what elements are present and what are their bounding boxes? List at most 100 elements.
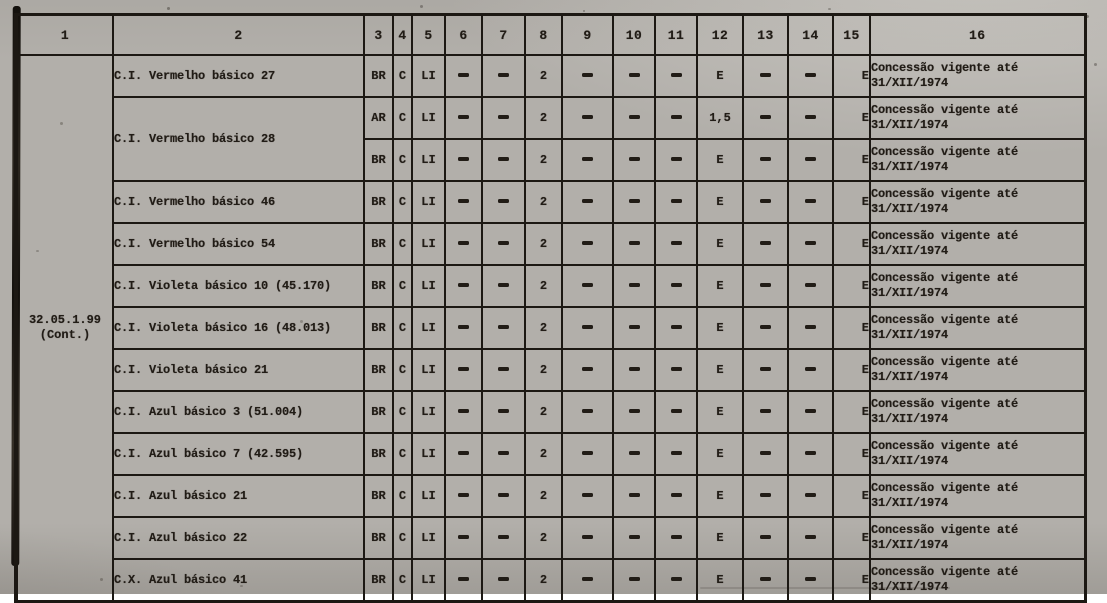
dash-mark bbox=[498, 492, 509, 497]
header-cell: 16 bbox=[869, 13, 1086, 56]
table-row: 32.05.1.99 (Cont.) C.I. Vermelho básico 27… bbox=[15, 54, 1086, 603]
value-cell: E bbox=[832, 432, 871, 476]
value-cell bbox=[561, 222, 614, 266]
value-cell bbox=[742, 432, 789, 476]
note-line-2: 31/XII/1974 bbox=[871, 538, 949, 552]
dash-mark bbox=[670, 576, 682, 581]
note-line-1: Concessão vigente até bbox=[871, 397, 1019, 411]
value-cell: C bbox=[392, 54, 413, 98]
header-cell: 1 bbox=[15, 13, 114, 56]
dash-mark bbox=[628, 198, 640, 203]
dash-mark bbox=[805, 408, 816, 413]
value-cell bbox=[444, 558, 483, 603]
value-cell bbox=[787, 222, 834, 266]
dash-mark bbox=[628, 534, 640, 539]
value-cell: BR bbox=[363, 558, 394, 603]
dash-mark bbox=[760, 324, 771, 329]
value-cell bbox=[481, 390, 526, 434]
value-cell bbox=[481, 264, 526, 308]
scan-speck bbox=[583, 10, 585, 12]
value-cell: C bbox=[392, 138, 413, 182]
dash-mark bbox=[628, 366, 640, 371]
dash-mark bbox=[760, 450, 771, 455]
table-row: C.I. Azul básico 21 BR C LI 2 E E Concessão vig… bbox=[16, 474, 1086, 518]
value-cell: E bbox=[832, 96, 871, 140]
note-line-2: 31/XII/1974 bbox=[871, 286, 949, 300]
substance-name-cell: C.I. Azul básico 3 (51.004) bbox=[112, 390, 365, 434]
value-cell: BR bbox=[363, 264, 394, 308]
note-cell: Concessão vigente até 31/XII/1974 bbox=[869, 54, 1086, 98]
value-cell: E bbox=[696, 306, 744, 350]
value-cell bbox=[654, 516, 698, 560]
dash-mark bbox=[498, 198, 509, 203]
value-cell bbox=[742, 138, 789, 182]
header-cell: 11 bbox=[654, 13, 698, 56]
value-cell: 2 bbox=[524, 180, 563, 224]
dash-mark bbox=[805, 282, 816, 287]
value-cell: BR bbox=[363, 516, 394, 560]
header-row: 1 2 3 4 5 6 7 8 9 10 11 12 13 14 15 16 bbox=[15, 13, 1086, 56]
dash-mark bbox=[582, 282, 593, 287]
value-cell bbox=[787, 390, 834, 434]
note-cell: Concessão vigente até 31/XII/1974 bbox=[869, 348, 1086, 392]
value-cell bbox=[787, 348, 834, 392]
value-cell: LI bbox=[411, 516, 446, 560]
table-row: C.I. Violeta básico 21 BR C LI 2 E E Concessão … bbox=[16, 348, 1086, 392]
value-cell: C bbox=[392, 348, 413, 392]
value-cell bbox=[654, 138, 698, 182]
substance-name-cell: C.X. Azul básico 41 bbox=[112, 558, 365, 603]
dash-mark bbox=[805, 114, 816, 119]
value-cell: LI bbox=[411, 390, 446, 434]
dash-mark bbox=[582, 114, 593, 119]
dash-mark bbox=[805, 492, 816, 497]
value-cell: LI bbox=[411, 54, 446, 98]
value-cell bbox=[742, 222, 789, 266]
dash-mark bbox=[670, 282, 682, 287]
dash-mark bbox=[628, 240, 640, 245]
value-cell: E bbox=[696, 264, 744, 308]
dash-mark bbox=[582, 324, 593, 329]
note-line-2: 31/XII/1974 bbox=[871, 370, 949, 384]
dash-mark bbox=[628, 450, 640, 455]
header-cell: 2 bbox=[112, 13, 365, 56]
dash-mark bbox=[760, 156, 771, 161]
dash-mark bbox=[760, 282, 771, 287]
dash-mark bbox=[458, 156, 469, 161]
value-cell: LI bbox=[411, 96, 446, 140]
table-body: 32.05.1.99 (Cont.) C.I. Vermelho básico 27… bbox=[15, 54, 1086, 603]
value-cell: E bbox=[696, 390, 744, 434]
dash-mark bbox=[670, 450, 682, 455]
dash-mark bbox=[582, 408, 593, 413]
value-cell bbox=[444, 138, 483, 182]
value-cell bbox=[787, 264, 834, 308]
value-cell bbox=[444, 432, 483, 476]
header-cell: 8 bbox=[524, 13, 563, 56]
dash-mark bbox=[628, 282, 640, 287]
dash-mark bbox=[628, 576, 640, 581]
note-cell: Concessão vigente até 31/XII/1974 bbox=[869, 180, 1086, 224]
dash-mark bbox=[458, 72, 469, 77]
value-cell bbox=[742, 264, 789, 308]
value-cell bbox=[444, 96, 483, 140]
value-cell bbox=[481, 348, 526, 392]
value-cell bbox=[654, 348, 698, 392]
dash-mark bbox=[628, 114, 640, 119]
value-cell bbox=[787, 474, 834, 518]
value-cell bbox=[654, 306, 698, 350]
value-cell bbox=[444, 54, 483, 98]
value-cell bbox=[444, 306, 483, 350]
note-cell: Concessão vigente até 31/XII/1974 bbox=[869, 138, 1086, 182]
dash-mark bbox=[458, 240, 469, 245]
note-cell: Concessão vigente até 31/XII/1974 bbox=[869, 558, 1086, 603]
value-cell: 2 bbox=[524, 516, 563, 560]
dash-mark bbox=[498, 72, 509, 77]
value-cell: LI bbox=[411, 348, 446, 392]
value-cell bbox=[612, 432, 656, 476]
dash-mark bbox=[805, 366, 816, 371]
value-cell bbox=[481, 138, 526, 182]
dash-mark bbox=[628, 408, 640, 413]
header-cell: 10 bbox=[612, 13, 656, 56]
dash-mark bbox=[628, 156, 640, 161]
substance-name-cell: C.I. Azul básico 7 (42.595) bbox=[112, 432, 365, 476]
value-cell: C bbox=[392, 474, 413, 518]
